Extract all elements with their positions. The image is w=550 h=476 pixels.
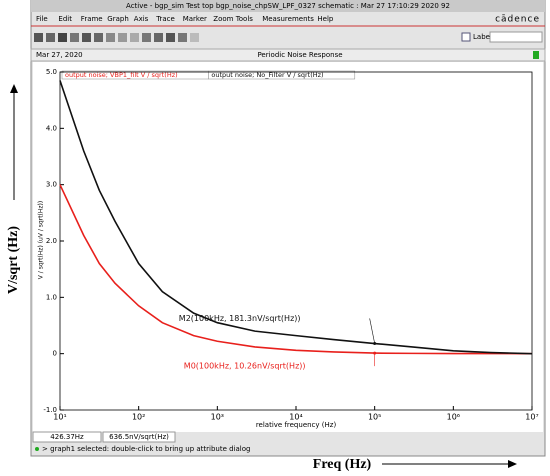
y-tick-label: 3.0 [46, 181, 57, 189]
legend: output noise; VBP1_filt V / sqrt(Hz) outp… [61, 70, 356, 80]
y-tick-label: 5.0 [46, 68, 57, 76]
tool-icon[interactable] [166, 33, 175, 42]
tool-icon[interactable] [58, 33, 67, 42]
brand: cādence [495, 15, 540, 25]
menu-item[interactable]: Trace [155, 15, 175, 23]
y-tick-label: 0 [53, 350, 57, 358]
arrow-head [10, 84, 18, 93]
tool-icon[interactable] [82, 33, 91, 42]
y-tick-label: 1.0 [46, 293, 57, 301]
status-message: > graph1 selected: double-click to bring… [42, 445, 250, 453]
y-tick-label: 2.0 [46, 237, 57, 245]
menu-item[interactable]: Frame [81, 15, 103, 23]
status-box [102, 431, 176, 443]
menu-bar: File Edit Frame Graph Axis Trace Marker Zoom Too… [36, 15, 334, 23]
marker-label: M2(100kHz, 181.3nV/sqrt(Hz)) [179, 314, 301, 323]
label-input[interactable] [489, 31, 543, 43]
y-tick-label: -1.0 [43, 406, 57, 414]
label-text: Label [473, 33, 492, 41]
y-tick-label: 4.0 [46, 124, 57, 132]
tool-icon[interactable] [142, 33, 151, 42]
y-axis-label: V / sqrt(Hz) (uV / sqrt(Hz)) [38, 201, 45, 279]
tool-icon[interactable] [190, 33, 199, 42]
label-checkbox[interactable] [461, 32, 471, 42]
plot-area [33, 62, 543, 432]
menu-item[interactable]: Help [317, 15, 334, 23]
title-bar [31, 0, 545, 12]
status-box [32, 431, 102, 443]
menu-item[interactable]: Edit [58, 15, 72, 23]
tool-icon[interactable] [34, 33, 43, 42]
window-title: Active - bgp_sim Test top bgp_noise_chpS… [126, 2, 450, 10]
marker-label: M0(100kHz, 10.26nV/sqrt(Hz)) [184, 362, 306, 371]
status-indicator [533, 51, 539, 59]
menu-item[interactable]: Marker [183, 15, 207, 23]
menu-item[interactable]: Axis [134, 15, 149, 23]
x-tick-label: 10⁶ [447, 413, 460, 422]
x-tick-label: 10² [132, 413, 145, 422]
x-tick-label: 10⁷ [525, 413, 538, 422]
tool-icon[interactable] [106, 33, 115, 42]
x-tick-label: 10⁴ [289, 413, 302, 422]
legend-entry: output noise; VBP1_filt V / sqrt(Hz) [65, 71, 178, 79]
tool-icon[interactable] [154, 33, 163, 42]
arrow-head [508, 460, 517, 468]
menu-item[interactable]: Tools [235, 15, 254, 23]
x-tick-label: 10³ [211, 413, 224, 422]
marker-point [373, 341, 377, 345]
toolbar: Label [34, 31, 543, 43]
status-y: 636.5nV/sqrt(Hz) [109, 433, 169, 441]
tool-icon[interactable] [118, 33, 127, 42]
marker-point [373, 351, 377, 355]
tool-icon[interactable] [130, 33, 139, 42]
date: Mar 27, 2020 [36, 51, 83, 59]
tool-icon[interactable] [70, 33, 79, 42]
outer-x-label: Freq (Hz) [313, 457, 372, 472]
legend-tab [208, 70, 356, 80]
series-line [59, 184, 533, 355]
chart-title: Periodic Noise Response [257, 51, 342, 59]
tool-icon[interactable] [94, 33, 103, 42]
outer-y-label: V/sqrt (Hz) [6, 226, 21, 294]
tool-icon[interactable] [46, 33, 55, 42]
x-tick-label: 10⁵ [368, 413, 381, 422]
tool-icon[interactable] [178, 33, 187, 42]
series-line [59, 80, 533, 355]
menu-item[interactable]: Graph [107, 15, 128, 23]
x-axis-label: relative frequency (Hz) [256, 421, 337, 429]
menu-item[interactable]: Measurements [262, 15, 314, 23]
header-bar [30, 48, 546, 62]
menu-item[interactable]: Zoom [213, 15, 233, 23]
menu-item[interactable]: File [36, 15, 48, 23]
x-tick-label: 10¹ [53, 413, 66, 422]
legend-entry: output noise; No_Filter V / sqrt(Hz) [211, 71, 323, 79]
status-x: 426.37Hz [50, 433, 84, 441]
marker-leader [369, 318, 375, 344]
status-dot [35, 447, 39, 451]
